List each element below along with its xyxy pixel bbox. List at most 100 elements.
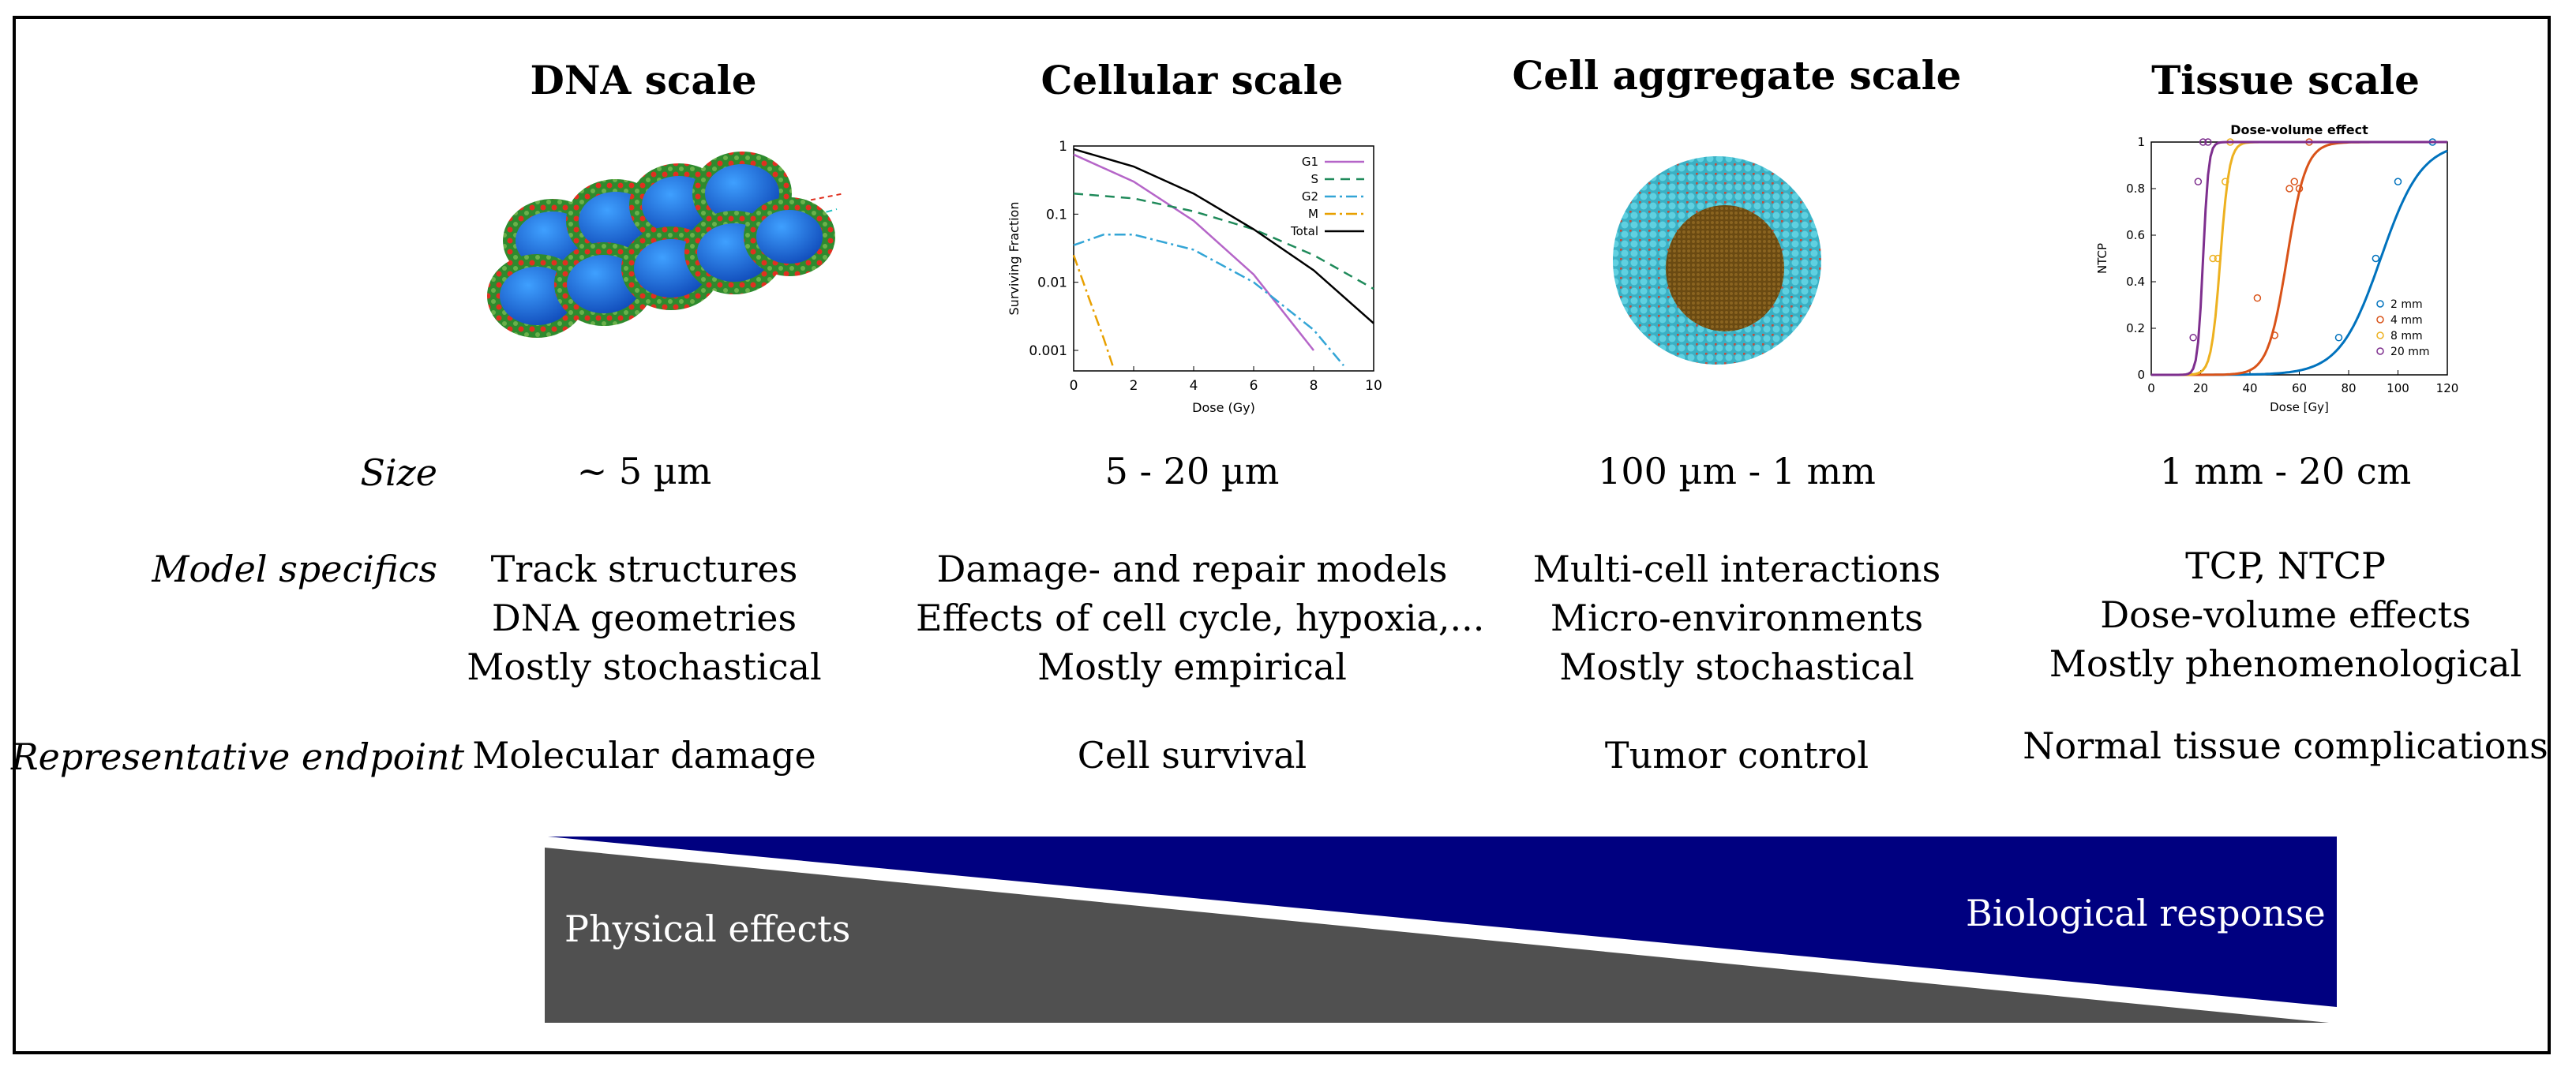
series-line-g2: [1073, 234, 1344, 367]
x-tick-label: 10: [1365, 378, 1382, 394]
endpoint-dna: Molecular damage: [472, 734, 816, 777]
specifics-cellular-line: Mostly empirical: [1037, 646, 1347, 688]
specifics-cellular: Damage- and repair models Effects of cel…: [916, 545, 1485, 691]
data-point: [2199, 138, 2207, 146]
size-dna: ~ 5 µm: [576, 450, 712, 492]
row-label-model-specifics: Model specifics: [152, 548, 437, 590]
specifics-tissue: TCP, NTCP Dose-volume effects Mostly phe…: [2009, 541, 2562, 688]
y-axis-label: NTCP: [2095, 243, 2109, 274]
y-tick-label: 0.1: [1046, 207, 1067, 223]
title-dna-scale: DNA scale: [530, 57, 757, 103]
biological-response-label: Biological response: [1966, 892, 2326, 934]
data-point: [2189, 334, 2197, 342]
specifics-dna-line: Mostly stochastical: [467, 646, 822, 688]
size-cell-aggregate: 100 µm - 1 mm: [1598, 450, 1876, 492]
surviving-fraction-chart: 0 2 4 6 8 10 0.001 0.01 0.1 1 Dose (Gy) Surviving F…: [1007, 139, 1382, 415]
x-tick-label: 80: [2341, 381, 2356, 395]
data-point: [2270, 331, 2278, 339]
data-point: [2285, 185, 2293, 193]
size-tissue: 1 mm - 20 cm: [2159, 450, 2412, 492]
specifics-tissue-line: TCP, NTCP: [2185, 545, 2386, 587]
row-label-representative-endpoint: Representative endpoint: [11, 736, 465, 778]
dose-volume-chart: Dose-volume effect 0 20 40 60 80 100 120 0 0.2 0.4…: [2095, 122, 2459, 414]
y-tick-label: 0.8: [2126, 182, 2145, 196]
x-axis-label: Dose [Gy]: [2270, 400, 2329, 414]
y-axis-label: Surviving Fraction: [1007, 202, 1022, 316]
specifics-dna-line: Track structures: [490, 548, 798, 590]
specifics-tissue-line: Mostly phenomenological: [2049, 642, 2522, 685]
specifics-cell-aggregate-line: Multi-cell interactions: [1532, 548, 1941, 590]
series-line-m: [1072, 254, 1114, 366]
legend-label: G1: [1302, 155, 1318, 169]
x-tick-label: 100: [2387, 381, 2409, 395]
y-tick-label: 0: [2137, 368, 2145, 382]
y-tick-label: 1: [2137, 135, 2145, 149]
specifics-cellular-line: Effects of cell cycle, hypoxia,...: [916, 597, 1485, 639]
series-line-s: [1073, 193, 1374, 290]
legend-label: 20 mm: [2390, 346, 2430, 358]
x-tick-label: 0: [1070, 378, 1078, 394]
data-point: [2214, 254, 2222, 263]
data-point: [2394, 178, 2402, 185]
x-tick-label: 120: [2436, 381, 2459, 395]
y-tick-label: 0.4: [2126, 275, 2145, 289]
legend-label: 4 mm: [2390, 314, 2423, 327]
plot-frame: [1073, 145, 1374, 372]
x-tick-label: 6: [1250, 378, 1258, 394]
legend-label: S: [1310, 172, 1318, 186]
legend-label: 2 mm: [2390, 298, 2423, 311]
row-label-size: Size: [360, 451, 437, 494]
dna-illustration: [487, 152, 846, 338]
cell-aggregate-illustration: [1613, 156, 1821, 365]
specifics-tissue-line: Dose-volume effects: [2100, 593, 2471, 636]
data-point: [2194, 178, 2203, 185]
legend-label: 8 mm: [2390, 330, 2423, 342]
legend-marker: [2376, 331, 2384, 339]
endpoint-cell-aggregate: Tumor control: [1604, 734, 1869, 777]
data-point: [2204, 138, 2212, 146]
endpoint-tissue: Normal tissue complications: [2023, 724, 2548, 767]
scale-gradient: [545, 837, 2337, 1023]
y-tick-label: 0.6: [2126, 228, 2145, 242]
series-line-total: [1073, 148, 1374, 324]
specifics-dna: Track structures DNA geometries Mostly s…: [368, 545, 921, 691]
x-tick-label: 8: [1310, 378, 1318, 394]
specifics-cellular-line: Damage- and repair models: [936, 548, 1448, 590]
endpoint-cellular: Cell survival: [1077, 734, 1307, 777]
data-point: [2334, 334, 2343, 342]
title-cell-aggregate-scale: Cell aggregate scale: [1512, 52, 1962, 99]
y-tick-label: 0.2: [2126, 321, 2145, 335]
legend-marker: [2376, 347, 2384, 355]
x-tick-label: 60: [2292, 381, 2307, 395]
size-cellular: 5 - 20 µm: [1104, 450, 1280, 492]
data-point: [2372, 254, 2380, 263]
specifics-dna-line: DNA geometries: [491, 597, 797, 639]
x-axis-label: Dose (Gy): [1192, 400, 1255, 415]
y-tick-label: 1: [1059, 139, 1067, 155]
specifics-cell-aggregate-line: Micro-environments: [1550, 597, 1924, 639]
nucleosome-row-bottom: [487, 197, 835, 338]
data-point: [2209, 254, 2217, 263]
data-point: [2253, 294, 2262, 302]
x-tick-label: 0: [2147, 381, 2155, 395]
x-tick-label: 20: [2193, 381, 2208, 395]
specifics-cell-aggregate-line: Mostly stochastical: [1559, 646, 1914, 688]
physical-effects-triangle: [545, 848, 2329, 1023]
specifics-cell-aggregate: Multi-cell interactions Micro-environmen…: [1460, 545, 2013, 691]
x-tick-label: 40: [2242, 381, 2257, 395]
physical-effects-label: Physical effects: [564, 908, 851, 950]
data-point: [2290, 178, 2298, 185]
biological-response-triangle: [548, 837, 2337, 1007]
title-tissue-scale: Tissue scale: [2151, 57, 2420, 103]
title-cellular-scale: Cellular scale: [1041, 57, 1344, 103]
y-tick-label: 0.01: [1037, 275, 1067, 291]
series-line-g1: [1073, 153, 1314, 351]
y-tick-label: 0.001: [1029, 343, 1067, 359]
x-tick-label: 2: [1130, 378, 1138, 394]
legend-label: M: [1308, 207, 1318, 221]
fit-curve-20mm: [2151, 140, 2447, 376]
figure-frame: [13, 16, 2551, 1054]
data-point: [2295, 185, 2304, 193]
legend-label: Total: [1290, 224, 1318, 238]
chart-title: Dose-volume effect: [2230, 122, 2368, 137]
